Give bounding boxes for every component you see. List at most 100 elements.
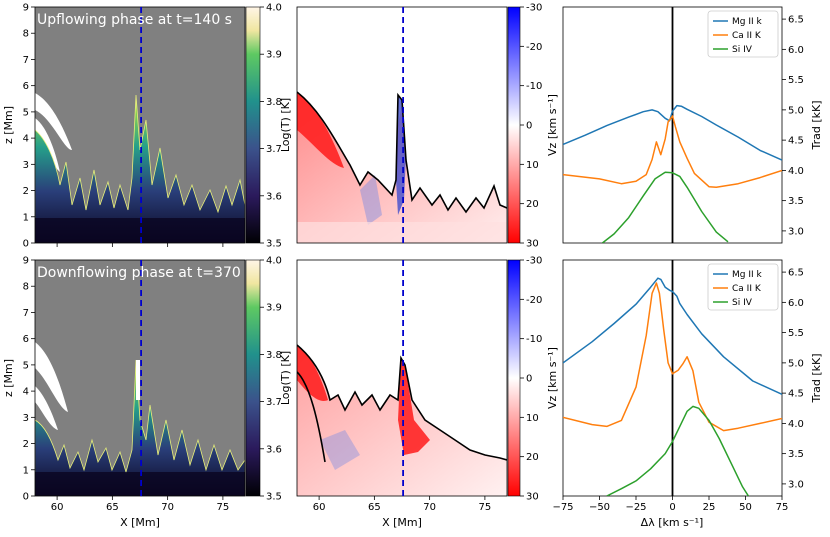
x-tick-label: 75 xyxy=(217,502,230,513)
x-tick-label: 50 xyxy=(739,502,752,513)
profile-lines xyxy=(563,277,782,496)
plot-frame xyxy=(296,6,508,244)
colorbar-tick-labels: -30 -20 -10 0 10 20 30 xyxy=(520,256,542,503)
x-tick-labels xyxy=(56,243,224,247)
upflow-region xyxy=(320,430,360,470)
colorbar-tick-labels: 3.5 3.6 3.7 3.8 3.9 4.0 xyxy=(260,3,282,250)
cool-loop-region xyxy=(35,93,72,150)
x-tick-label: −75 xyxy=(552,502,573,513)
y-tick-label: 5.5 xyxy=(788,328,804,339)
y-tick-label: 4.0 xyxy=(788,166,804,177)
profile-lines xyxy=(563,104,782,243)
panel-title: Upflowing phase at t=140 s xyxy=(37,12,232,28)
legend-label: Mg II k xyxy=(732,270,763,280)
colorbar-tick-label: 3.5 xyxy=(266,492,282,503)
plot-frame xyxy=(34,259,246,497)
colorbar-tick-label: 3.9 xyxy=(266,303,282,314)
y-tick-labels: 0 1 2 3 4 5 6 7 8 9 xyxy=(23,256,35,503)
y-axis-label: z [Mm] xyxy=(2,359,15,397)
x-tick-labels: 60 65 70 75 xyxy=(51,496,230,513)
y-tick-label: 3.0 xyxy=(788,226,804,237)
profiles-top: 3.0 3.5 4.0 4.5 5.0 5.5 6.0 6.5 Trad [kK] Mg II… xyxy=(562,6,823,244)
plot-frame xyxy=(34,6,246,244)
colorbar-tick-label: -10 xyxy=(526,81,542,92)
y-tick-label: 7 xyxy=(23,308,29,319)
y-tick-label: 6.0 xyxy=(788,45,804,56)
colorbar-tick-label: -30 xyxy=(526,256,542,267)
x-tick-label: −25 xyxy=(625,502,646,513)
colorbar-tick-labels: 3.5 3.6 3.7 3.8 3.9 4.0 xyxy=(260,256,282,503)
legend-label: Ca II K xyxy=(732,284,762,294)
map-base xyxy=(297,222,507,243)
temperature-map-bottom: Downflowing phase at t=370 s 60 65 70 75 01… xyxy=(2,256,292,530)
colorbar-vz xyxy=(507,259,521,497)
colorbar-label: Log(T) [K] xyxy=(279,98,292,152)
colorbar-tick-label: 4.0 xyxy=(266,256,282,267)
y-tick-label: 5 xyxy=(23,360,29,371)
temperature-field xyxy=(35,359,245,496)
temperature-map-top: Upflowing phase at t=140 s 0 1 2 3 4 5 6 7 8 9 z … xyxy=(2,3,292,250)
y-tick-labels: 0 1 2 3 4 5 6 7 8 9 xyxy=(23,3,35,250)
cool-loop-region xyxy=(35,118,60,172)
y-tick-label: 4 xyxy=(23,134,29,145)
y-tick-label: 3 xyxy=(23,160,29,171)
colorbar-label: Vz [km s⁻¹] xyxy=(546,94,559,156)
upflow-region xyxy=(360,175,382,225)
colorbar-label: Vz [km s⁻¹] xyxy=(546,347,559,409)
x-tick-label: 65 xyxy=(106,502,119,513)
colorbar-tick-label: 3.8 xyxy=(266,350,282,361)
plot-frame xyxy=(296,259,508,497)
colorbar-tick-label: 3.7 xyxy=(266,397,282,408)
colorbar-tick-label: 10 xyxy=(526,413,539,424)
cool-loop-region xyxy=(35,386,58,430)
y-tick-label: 0 xyxy=(23,239,29,250)
colorbar-logT xyxy=(245,6,261,244)
colorbar-vz xyxy=(507,6,521,244)
y-tick-label: 6.0 xyxy=(788,298,804,309)
x-tick-labels: −75 −50 −25 0 25 50 75 xyxy=(552,496,788,513)
y-tick-label: 1 xyxy=(23,212,29,223)
y-tick-label: 5.5 xyxy=(788,75,804,86)
y-tick-label: 0 xyxy=(23,492,29,503)
y-tick-label: 3 xyxy=(23,413,29,424)
legend-label: Ca II K xyxy=(732,31,762,41)
x-axis-label: Δλ [km s⁻¹] xyxy=(641,516,704,529)
colorbar-tick-label: 30 xyxy=(526,239,539,250)
x-tick-label: 0 xyxy=(669,502,675,513)
cool-base xyxy=(35,218,245,243)
cool-base xyxy=(35,472,245,496)
colorbar-tick-labels: -30 -20 -10 0 10 20 30 xyxy=(520,3,542,250)
si-iv-line xyxy=(601,171,729,243)
colorbar-tick-label: -20 xyxy=(526,42,542,53)
contour-line xyxy=(297,371,326,463)
downflow-region xyxy=(297,345,328,401)
colorbar-logT xyxy=(245,259,261,497)
si-iv-line xyxy=(606,405,750,496)
legend: Mg II k Ca II K Si IV xyxy=(707,10,779,58)
y-axis-label: Trad [kK] xyxy=(810,100,823,150)
x-tick-label: 75 xyxy=(776,502,789,513)
downflow-region xyxy=(297,92,344,168)
contour-line xyxy=(297,344,507,461)
y-tick-label: 5.0 xyxy=(788,105,804,116)
colorbar-tick-label: 4.0 xyxy=(266,3,282,14)
colorbar-tick-label: 3.7 xyxy=(266,144,282,155)
colorbar-tick-label: 3.8 xyxy=(266,97,282,108)
y-tick-label: 2 xyxy=(23,439,29,450)
y-axis-label: z [Mm] xyxy=(2,106,15,144)
ca-ii-k-line xyxy=(563,115,782,189)
x-tick-label: 70 xyxy=(423,502,436,513)
colorbar-tick-label: 30 xyxy=(526,492,539,503)
ca-ii-k-line xyxy=(563,282,782,432)
x-tick-label: −50 xyxy=(589,502,610,513)
x-tick-label: 60 xyxy=(313,502,326,513)
contour-line xyxy=(297,91,507,214)
y-tick-label: 6 xyxy=(23,81,29,92)
y-tick-labels: 3.0 3.5 4.0 4.5 5.0 5.5 6.0 6.5 xyxy=(782,268,804,490)
colorbar-tick-label: -20 xyxy=(526,295,542,306)
colorbar-tick-label: 3.5 xyxy=(266,239,282,250)
mg-ii-k-line xyxy=(563,277,782,395)
colorbar-tick-label: 10 xyxy=(526,160,539,171)
y-axis-label: Trad [kK] xyxy=(810,353,823,403)
